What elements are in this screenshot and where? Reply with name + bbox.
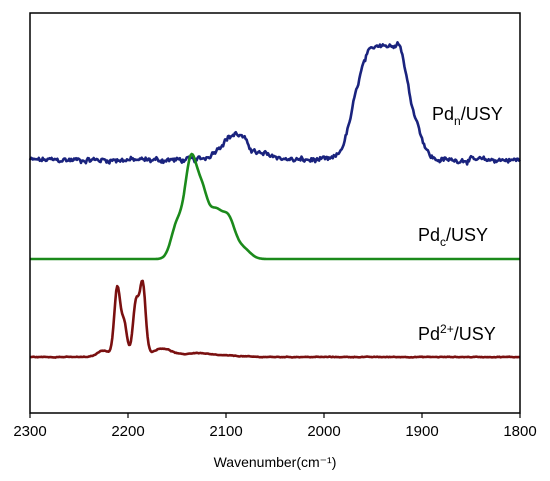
series-label-tail: /USY: [461, 104, 503, 124]
series-label-tail: /USY: [454, 324, 496, 344]
series-label-0: Pdn/USY: [432, 104, 503, 128]
series-label-main: Pd: [432, 104, 454, 124]
x-axis: 2300 2200 2100 2000 1900 1800: [13, 413, 536, 440]
x-tick-label: 2000: [307, 423, 340, 440]
x-tick-label: 2200: [111, 423, 144, 440]
series-label-main: Pd: [418, 225, 440, 245]
series-line-2: [30, 281, 520, 358]
series-label-subscript: n: [454, 114, 461, 128]
series-label-superscript: 2+: [440, 322, 454, 336]
x-tick-label: 1900: [405, 423, 438, 440]
series-label-1: Pdc/USY: [418, 225, 488, 249]
x-tick-label: 2300: [13, 423, 46, 440]
plot-area: [30, 42, 520, 357]
x-tick-label: 1800: [503, 423, 536, 440]
x-axis-title: Wavenumber(cm⁻¹): [214, 454, 337, 470]
x-tick-label: 2100: [209, 423, 242, 440]
series-label-main: Pd: [418, 324, 440, 344]
series-label-tail: /USY: [446, 225, 488, 245]
series-label-2: Pd2+/USY: [418, 322, 496, 344]
plot-frame: [30, 13, 520, 413]
